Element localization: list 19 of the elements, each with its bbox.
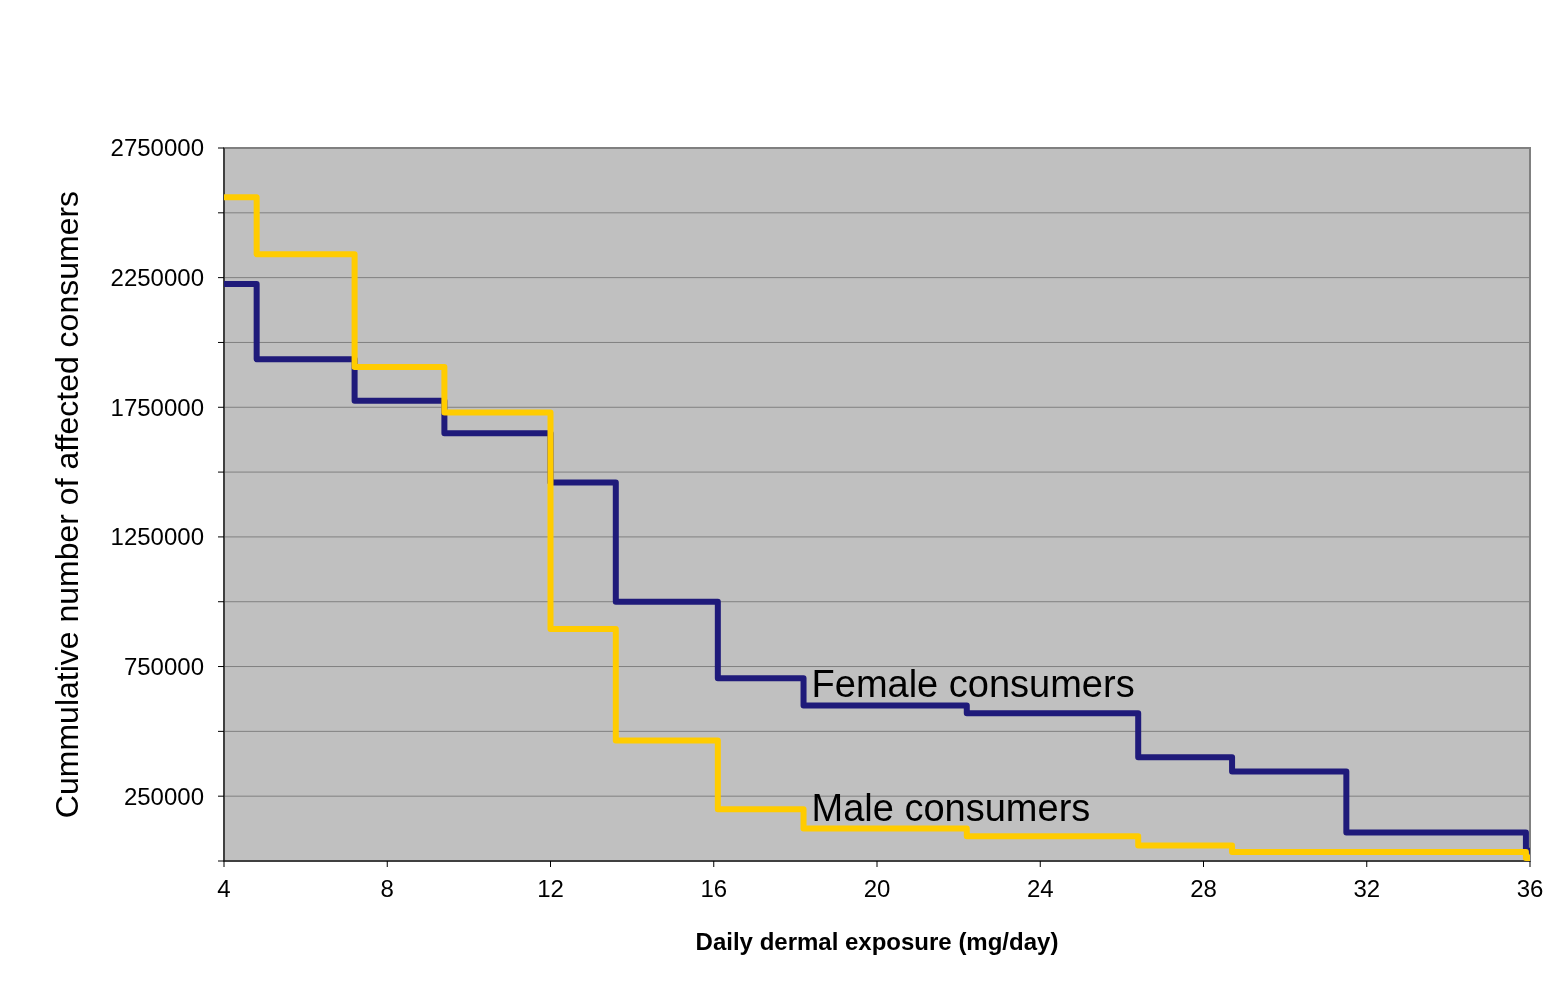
y-tick-label: 750000 bbox=[123, 652, 204, 680]
x-tick-label: 16 bbox=[700, 875, 728, 902]
y-tick-label: 1750000 bbox=[110, 393, 204, 421]
x-tick-label: 8 bbox=[380, 875, 394, 902]
y-tick-label: 1250000 bbox=[110, 523, 204, 551]
x-tick-label: 4 bbox=[217, 875, 231, 902]
x-tick-label: 12 bbox=[537, 875, 564, 902]
x-tick-label: 28 bbox=[1190, 875, 1217, 902]
x-tick-label: 20 bbox=[863, 875, 891, 902]
y-tick-label: 2750000 bbox=[110, 134, 204, 162]
x-tick-label: 36 bbox=[1516, 875, 1544, 902]
series-label: Male consumers bbox=[811, 786, 1091, 829]
x-axis-title: Daily dermal exposure (mg/day) bbox=[695, 928, 1059, 955]
x-tick-label: 24 bbox=[1026, 875, 1054, 902]
y-axis-title: Cummulative number of affected consumers bbox=[49, 190, 85, 819]
series-label: Female consumers bbox=[811, 663, 1135, 706]
y-tick-label: 250000 bbox=[123, 782, 204, 810]
y-tick-label: 2250000 bbox=[110, 264, 204, 292]
x-tick-label: 32 bbox=[1353, 875, 1381, 902]
